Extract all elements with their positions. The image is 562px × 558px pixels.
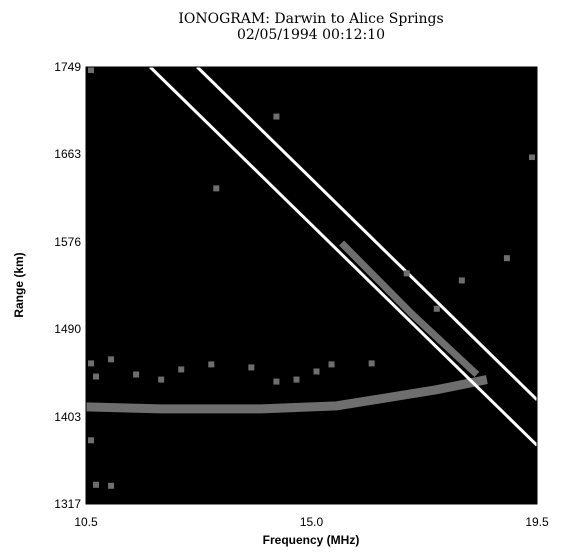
echo-pixel [178,366,185,373]
y-tick-label: 1317 [54,497,81,511]
y-tick-label: 1749 [54,60,81,74]
y-axis-label: Range (km) [12,252,26,317]
echo-pixel [93,481,100,488]
echo-trace [149,65,539,447]
echo-pixel [248,364,255,371]
echo-pixel [213,185,220,192]
x-tick-label: 19.5 [525,515,549,529]
echo-pixel [403,270,410,277]
chart-subtitle: 02/05/1994 00:12:10 [237,27,385,43]
echo-pixel [273,378,280,385]
echo-pixel [108,356,115,363]
echo-pixel [433,305,440,312]
y-tick-label: 1576 [54,235,81,249]
echo-pixel [273,113,280,120]
echo-pixel [458,277,465,284]
echo-pixel [503,255,510,262]
echo-pixel [208,361,215,368]
y-tick-label: 1403 [54,410,81,424]
chart-title: IONOGRAM: Darwin to Alice Springs [178,11,443,27]
echo-pixel [328,361,335,368]
x-tick-label: 15.0 [300,515,324,529]
echo-pixel [528,154,535,161]
y-tick-label: 1490 [54,322,81,336]
echo-pixel [88,67,95,74]
x-tick-label: 10.5 [74,515,98,529]
echo-pixel [93,373,100,380]
echo-pixel [313,368,320,375]
echo-pixel [158,376,165,383]
echo-pixel [133,371,140,378]
echo-trace [196,65,539,401]
y-tick-label: 1663 [54,147,81,161]
echo-pixel [88,360,95,367]
plot-background [86,67,537,504]
echo-pixel [368,360,375,367]
echo-pixel [293,376,300,383]
echo-trace [85,375,488,414]
x-axis-label: Frequency (MHz) [263,533,360,547]
echo-pixel [108,482,115,489]
echo-trace [339,240,480,378]
echo-pixel [88,437,95,444]
